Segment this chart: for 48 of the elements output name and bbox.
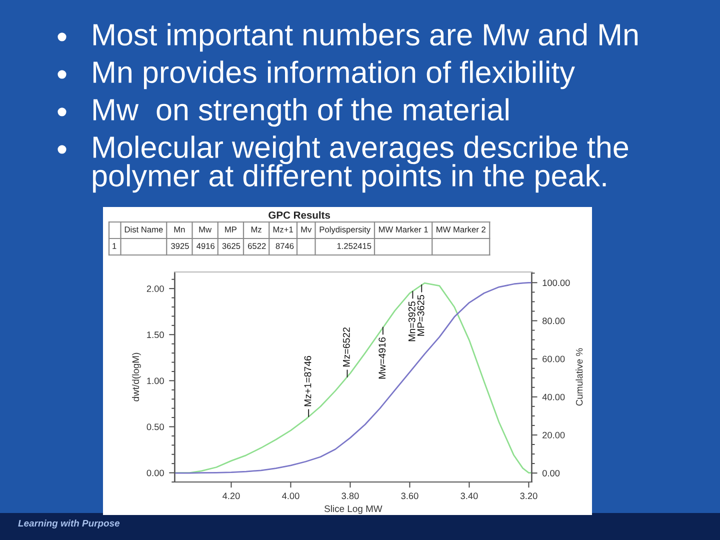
- y-tick-label: 1.50: [147, 332, 164, 338]
- data-label: 8746: [276, 243, 294, 249]
- x-tick-label: 3.20: [520, 492, 538, 500]
- y2-tick-label: 100.00: [542, 280, 570, 286]
- x-tick-label: 4.20: [222, 492, 240, 500]
- data-label: 3925: [171, 243, 189, 249]
- y2-tick-label: 40.00: [542, 394, 565, 400]
- data-label: 1: [112, 243, 116, 249]
- category-label: Polydispersity: [320, 226, 371, 234]
- data-label: 1.252415: [337, 243, 372, 249]
- annotation: Mz+1=8746: [304, 356, 312, 406]
- text: Mw on strength of the material: [94, 98, 508, 127]
- y2-axis-title: Cumulative %: [576, 348, 583, 406]
- text: Molecular weight averages describe the polymer at different points in the peak.: [92, 136, 628, 193]
- y-axis-title: dwt/d(logM): [132, 352, 141, 402]
- data-label: 4916: [196, 243, 215, 249]
- y-tick-label: 2.00: [146, 286, 164, 292]
- x-tick-label: 3.40: [460, 492, 478, 500]
- annotation: Mz=6522: [342, 328, 350, 366]
- category-label: Dist Name: [124, 226, 163, 232]
- text: Learning with Purpose: [18, 520, 120, 528]
- y2-tick-label: 60.00: [542, 356, 565, 362]
- x-tick-label: 4.00: [282, 492, 300, 500]
- category-label: MW Marker 2: [436, 226, 486, 232]
- category-label: Mn: [174, 226, 185, 232]
- annotation: MP=3625: [417, 295, 424, 336]
- data-label: 3625: [222, 243, 240, 249]
- category-label: Mz: [251, 226, 262, 232]
- y2-tick-label: 0.00: [542, 470, 560, 476]
- x-tick-label: 3.60: [401, 492, 418, 500]
- category-label: Mw: [199, 226, 212, 232]
- category-label: MW Marker 1: [378, 226, 428, 232]
- y2-tick-label: 80.00: [542, 318, 565, 324]
- category-label: Mv: [301, 226, 312, 232]
- y-tick-label: 0.00: [146, 470, 164, 476]
- data-label: 6522: [248, 243, 266, 249]
- x-tick-label: 3.80: [342, 492, 359, 500]
- y2-tick-label: 20.00: [542, 432, 565, 438]
- text: Most important numbers are Mw and Mn: [94, 23, 638, 52]
- text: GPC Results: [268, 211, 330, 219]
- annotation: Mn=3925: [408, 301, 416, 342]
- y-tick-label: 1.00: [147, 378, 164, 384]
- category-label: MP: [225, 226, 236, 232]
- category-label: Mz+1: [273, 226, 293, 232]
- text: Mn provides information of flexibility: [94, 60, 575, 90]
- y-tick-label: 0.50: [146, 424, 164, 430]
- x-axis-title: Slice Log MW: [324, 505, 382, 514]
- annotation: Mw=4916: [378, 337, 386, 379]
